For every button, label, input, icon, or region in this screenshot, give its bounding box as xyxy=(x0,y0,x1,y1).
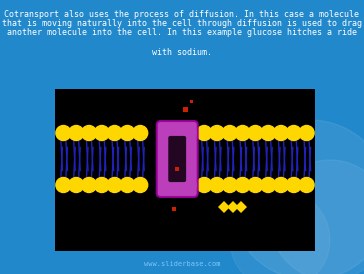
Polygon shape xyxy=(218,201,230,213)
Circle shape xyxy=(197,178,212,193)
Circle shape xyxy=(261,125,276,141)
Bar xyxy=(172,207,176,210)
Circle shape xyxy=(248,125,263,141)
Circle shape xyxy=(133,178,148,193)
Circle shape xyxy=(94,178,109,193)
Bar xyxy=(190,100,193,103)
Bar xyxy=(183,107,188,112)
Circle shape xyxy=(120,178,135,193)
Circle shape xyxy=(286,125,301,141)
Text: www.sliderbase.com: www.sliderbase.com xyxy=(144,261,220,267)
Circle shape xyxy=(82,178,96,193)
Circle shape xyxy=(222,178,237,193)
Circle shape xyxy=(107,178,122,193)
Circle shape xyxy=(120,125,135,141)
Circle shape xyxy=(133,125,148,141)
Circle shape xyxy=(273,125,289,141)
Circle shape xyxy=(230,190,330,274)
Circle shape xyxy=(299,125,314,141)
FancyBboxPatch shape xyxy=(157,121,198,197)
Text: another molecule into the cell. In this example glucose hitches a ride: another molecule into the cell. In this … xyxy=(7,28,357,37)
Polygon shape xyxy=(235,201,247,213)
Circle shape xyxy=(273,178,289,193)
Circle shape xyxy=(235,178,250,193)
Bar xyxy=(175,167,179,170)
Circle shape xyxy=(261,178,276,193)
Circle shape xyxy=(222,125,237,141)
FancyBboxPatch shape xyxy=(168,136,186,182)
Circle shape xyxy=(230,120,364,274)
Circle shape xyxy=(299,178,314,193)
Circle shape xyxy=(69,125,84,141)
Circle shape xyxy=(56,125,71,141)
Circle shape xyxy=(56,178,71,193)
Text: Cotransport also uses the process of diffusion. In this case a molecule: Cotransport also uses the process of dif… xyxy=(4,10,360,19)
Circle shape xyxy=(69,178,84,193)
Circle shape xyxy=(210,178,225,193)
Text: with sodium.: with sodium. xyxy=(152,48,212,57)
Circle shape xyxy=(235,125,250,141)
Polygon shape xyxy=(227,201,239,213)
Circle shape xyxy=(248,178,263,193)
Text: that is moving naturally into the cell through diffusion is used to drag: that is moving naturally into the cell t… xyxy=(2,19,362,28)
Circle shape xyxy=(197,125,212,141)
Circle shape xyxy=(107,125,122,141)
Circle shape xyxy=(286,178,301,193)
Bar xyxy=(55,89,315,251)
Circle shape xyxy=(210,125,225,141)
Circle shape xyxy=(94,125,109,141)
Circle shape xyxy=(270,160,364,274)
Circle shape xyxy=(82,125,96,141)
